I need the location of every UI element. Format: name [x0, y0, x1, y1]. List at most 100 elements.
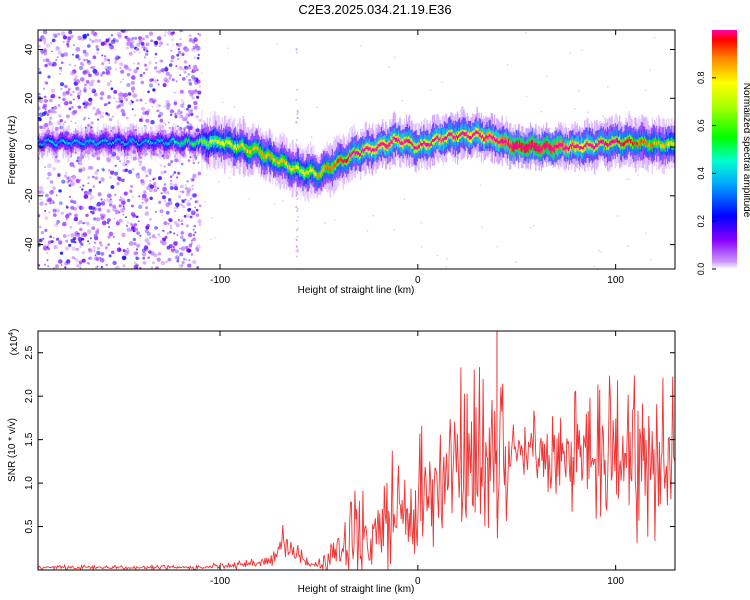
noise-point [195, 45, 201, 51]
noise-point [191, 188, 194, 190]
noise-point [114, 164, 117, 167]
noise-point [125, 163, 128, 166]
ridge-cell [117, 137, 119, 140]
noise-point [178, 66, 183, 70]
artifact-point [295, 191, 298, 194]
ridge-cell [234, 144, 237, 149]
ridge-cell [125, 142, 127, 146]
artifact-point [295, 98, 298, 101]
ridge-cell [555, 144, 558, 148]
ridge-cell [333, 163, 336, 168]
noise-point [166, 232, 169, 235]
noise-point [65, 246, 69, 251]
noise-point [117, 104, 122, 109]
noise-point [108, 62, 111, 65]
ridge-cell [224, 142, 226, 147]
noise-point [100, 198, 103, 201]
noise-point [192, 178, 195, 182]
noise-point [169, 109, 174, 114]
noise-point [86, 261, 90, 265]
noise-point [126, 247, 129, 250]
noise-point [195, 246, 199, 251]
noise-point [50, 240, 54, 244]
noise-point [173, 232, 176, 235]
ridge-cell [521, 145, 523, 149]
ridge-cell [238, 145, 240, 150]
noise-point [94, 38, 99, 43]
ridge-cell [634, 141, 636, 145]
noise-point [97, 79, 101, 84]
noise-point [175, 80, 178, 83]
colorbar-tick-label: 0.8 [696, 72, 706, 85]
ridge-cell [659, 141, 661, 147]
ridge-cell [308, 169, 311, 173]
noise-point [181, 205, 185, 209]
noise-point [52, 213, 57, 218]
ridge-cell [248, 150, 250, 154]
ridge-cell [209, 139, 212, 144]
ridge-cell [532, 142, 534, 146]
noise-point [160, 192, 163, 195]
noise-point [100, 201, 106, 206]
noise-point [192, 46, 196, 50]
ridge-cell [476, 130, 478, 134]
noise-point [183, 60, 188, 64]
noise-point [135, 98, 139, 102]
noise-point [163, 200, 166, 203]
ridge-cell [246, 149, 249, 153]
noise-point [96, 228, 100, 231]
noise-point [44, 228, 48, 232]
sparse-point [600, 251, 603, 254]
sparse-point [366, 229, 369, 232]
ridge-cell [598, 140, 600, 145]
noise-point [78, 168, 83, 173]
ridge-cell [487, 136, 489, 140]
noise-point [109, 203, 113, 207]
noise-point [95, 230, 100, 234]
noise-point [105, 38, 110, 43]
noise-point [184, 184, 188, 187]
noise-point [121, 200, 126, 206]
sparse-point [446, 257, 448, 260]
noise-point [156, 70, 158, 73]
ridge-cell [233, 144, 236, 150]
y-multiplier: (x104) [8, 329, 20, 356]
noise-point [160, 68, 165, 73]
noise-point [190, 253, 194, 256]
noise-point [179, 30, 184, 33]
ridge-cell [562, 144, 564, 147]
noise-point [99, 114, 104, 119]
ridge-cell [565, 145, 567, 150]
ridge-cell [255, 146, 257, 149]
noise-point [74, 78, 79, 82]
noise-point [54, 110, 57, 114]
noise-point [110, 34, 114, 37]
noise-point [119, 66, 122, 69]
noise-point [39, 225, 42, 229]
noise-point [172, 248, 176, 252]
ridge-cell [380, 142, 382, 146]
ridge-cell [197, 141, 200, 144]
ridge-cell [636, 141, 638, 145]
ridge-cell [394, 137, 397, 143]
artifact-point [295, 229, 298, 232]
noise-point [91, 79, 95, 83]
noise-point [77, 95, 81, 99]
artifact-point [295, 245, 298, 248]
noise-point [128, 169, 133, 175]
noise-point [82, 232, 88, 237]
ridge-cell [669, 142, 671, 147]
ridge-cell [101, 140, 103, 143]
noise-point [180, 246, 186, 251]
noise-point [132, 125, 136, 128]
noise-point [93, 92, 98, 97]
noise-point [108, 117, 113, 122]
noise-point [141, 106, 146, 111]
ridge-cell [502, 139, 504, 144]
noise-point [45, 193, 49, 198]
noise-point [145, 42, 150, 47]
artifact-point [296, 208, 299, 210]
noise-point [97, 80, 99, 83]
noise-point [43, 103, 47, 108]
sparse-point [626, 245, 629, 248]
